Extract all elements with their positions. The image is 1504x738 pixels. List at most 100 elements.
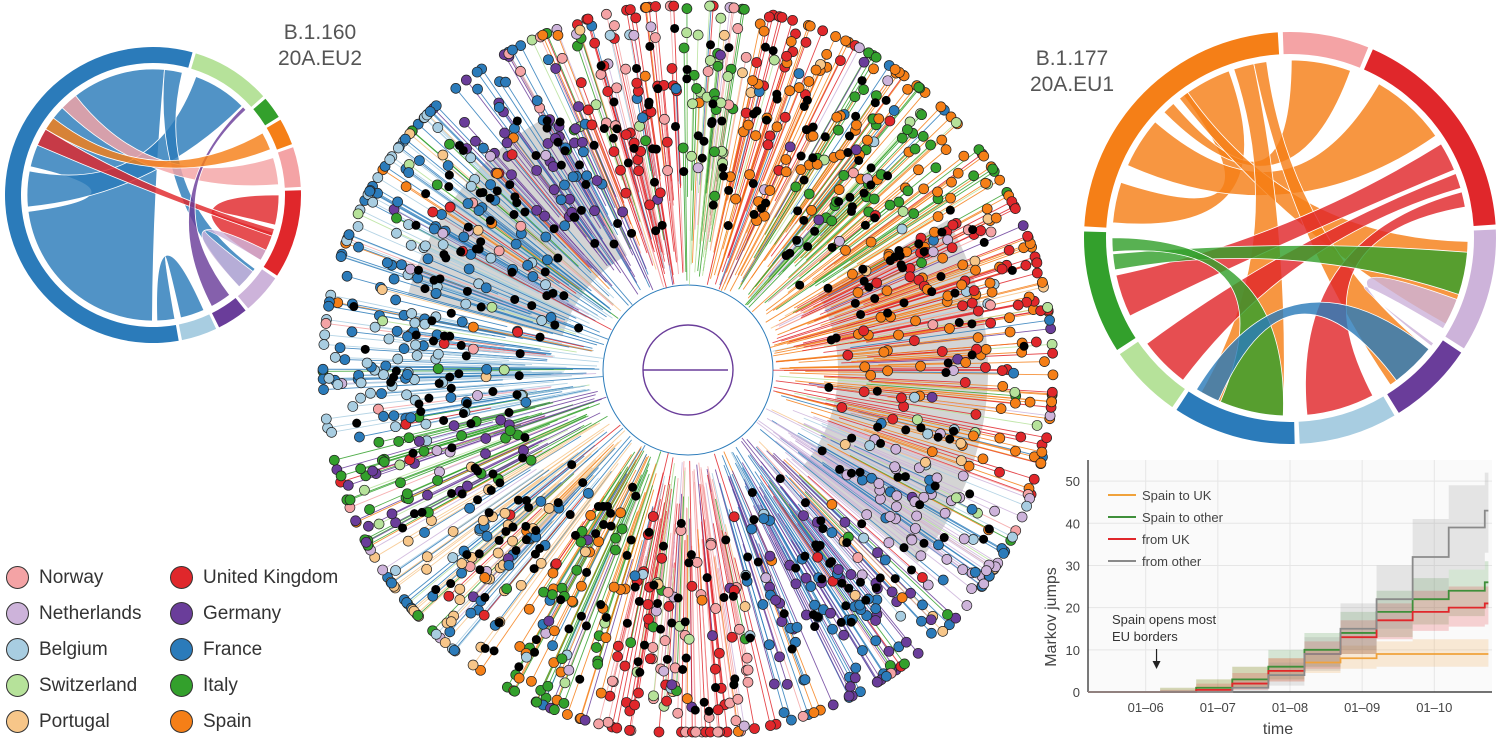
ancestral-node xyxy=(613,218,623,228)
tree-tip xyxy=(383,333,395,345)
tree-tip xyxy=(432,475,443,486)
tree-tip xyxy=(1036,277,1048,288)
tree-branch xyxy=(340,256,505,311)
tree-branch xyxy=(346,431,526,501)
tree-tip xyxy=(448,420,460,431)
ancestral-node xyxy=(521,496,531,506)
tree-tip xyxy=(413,435,425,447)
tree-tip xyxy=(335,470,347,482)
ancestral-node xyxy=(591,529,601,539)
tree-branch xyxy=(805,144,931,261)
tree-tip xyxy=(878,346,890,358)
tree-tip xyxy=(950,492,962,504)
tree-tip xyxy=(957,564,969,575)
tree-tip xyxy=(960,357,972,368)
tree-branch xyxy=(739,517,809,715)
ancestral-node xyxy=(521,535,531,545)
y-axis-label: Markov jumps xyxy=(1043,567,1060,667)
tree-branch xyxy=(837,508,957,619)
tree-branch xyxy=(825,398,1043,446)
tree-branch xyxy=(650,111,661,177)
tree-tip xyxy=(593,536,604,547)
tree-branch xyxy=(787,155,965,293)
ancestral-node xyxy=(439,249,449,259)
ancestral-node xyxy=(559,291,569,301)
tree-branch xyxy=(586,175,619,236)
tree-tip xyxy=(947,219,959,231)
tree-tip xyxy=(843,690,855,702)
tree-tip xyxy=(854,42,865,54)
tree-tip xyxy=(925,614,937,626)
x-tick-label: 01–07 xyxy=(1200,700,1236,715)
tree-branch xyxy=(649,502,665,588)
ancestral-node xyxy=(542,116,552,126)
tree-branch xyxy=(789,372,871,376)
ancestral-node xyxy=(590,238,600,248)
tree-tip xyxy=(922,428,934,440)
chord-ribbon xyxy=(36,128,275,237)
tree-tip xyxy=(335,251,347,262)
tree-tip xyxy=(809,599,820,611)
tree-tip xyxy=(883,537,895,548)
tree-branch xyxy=(795,542,882,680)
tree-branch xyxy=(825,402,893,420)
tree-branch xyxy=(462,250,612,331)
ancestral-node xyxy=(745,633,755,643)
ancestral-node xyxy=(800,551,810,561)
ancestral-node xyxy=(730,674,740,684)
tree-branch xyxy=(542,119,592,204)
tree-tip xyxy=(523,603,535,615)
tree-tip xyxy=(317,363,329,375)
tree-branch xyxy=(865,327,950,343)
tree-tip xyxy=(631,77,643,89)
ancestral-node xyxy=(671,121,681,131)
ancestral-node xyxy=(762,115,772,125)
tree-tip xyxy=(355,377,367,389)
tree-tip xyxy=(620,63,631,75)
tree-tip xyxy=(647,511,659,522)
tree-tip xyxy=(715,12,727,24)
tree-tip xyxy=(770,594,781,606)
tree-tip xyxy=(430,287,442,299)
tree-branch xyxy=(408,224,587,318)
tree-tip xyxy=(424,106,436,117)
ancestral-node xyxy=(933,432,943,442)
tree-tip xyxy=(472,224,484,236)
tree-tip xyxy=(826,499,838,510)
tree-tip xyxy=(509,685,521,697)
tree-tip xyxy=(372,172,384,183)
ancestral-node xyxy=(943,358,953,368)
ancestral-node xyxy=(844,583,854,593)
tree-tip xyxy=(355,392,366,404)
tree-branch xyxy=(722,135,757,250)
tree-branch xyxy=(863,427,962,461)
tree-tip xyxy=(377,315,389,327)
tree-branch xyxy=(471,185,550,253)
tree-branch xyxy=(807,462,972,589)
ancestral-node xyxy=(748,179,758,189)
ancestral-node xyxy=(417,507,427,517)
tree-tip xyxy=(393,436,405,447)
tree-tip xyxy=(895,610,907,622)
tree-tip xyxy=(329,352,341,363)
tree-branch xyxy=(775,440,867,515)
ancestral-node xyxy=(743,552,753,562)
tree-branch xyxy=(773,386,1021,438)
tree-branch xyxy=(449,206,577,294)
tree-branch xyxy=(382,289,549,334)
tree-tip xyxy=(373,518,385,530)
tree-branch xyxy=(691,102,700,263)
ancestral-node xyxy=(484,508,494,518)
tree-tip xyxy=(803,188,815,200)
ancestral-node xyxy=(693,131,703,141)
tree-branch xyxy=(775,164,818,230)
tree-tip xyxy=(975,225,987,236)
tree-tip xyxy=(419,527,430,538)
tree-tip xyxy=(538,586,549,598)
tree-tip xyxy=(942,609,953,620)
tree-branch xyxy=(820,289,928,326)
tree-branch xyxy=(765,249,846,311)
tree-branch xyxy=(581,142,646,279)
tree-branch xyxy=(527,264,607,318)
tree-tip xyxy=(751,57,762,68)
